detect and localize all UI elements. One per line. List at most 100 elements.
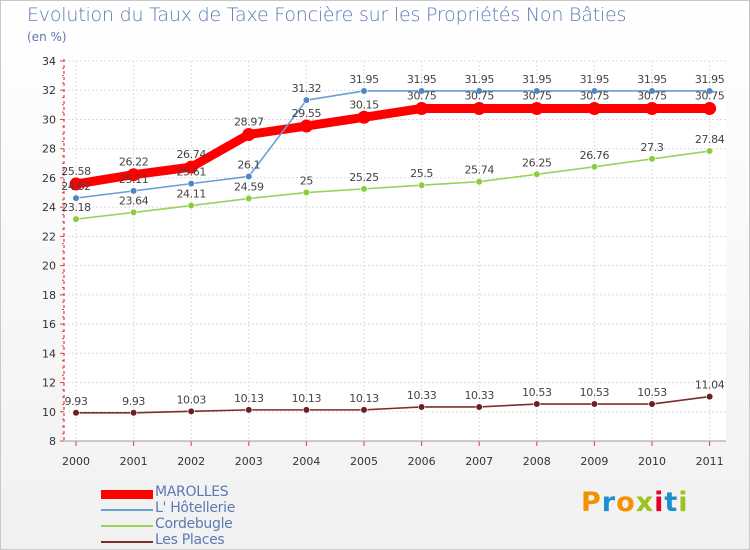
data-point xyxy=(360,87,368,95)
data-label: 25.58 xyxy=(61,165,91,178)
data-point xyxy=(302,96,311,104)
data-point xyxy=(299,119,313,133)
legend-swatch xyxy=(101,525,153,527)
y-tick-label: 20 xyxy=(42,260,56,273)
data-point xyxy=(127,168,141,182)
data-label: 11.04 xyxy=(695,379,725,392)
data-point xyxy=(72,215,80,223)
x-tick-label: 2011 xyxy=(696,455,724,468)
data-point xyxy=(590,87,599,95)
y-tick-label: 10 xyxy=(42,406,56,419)
data-label: 10.33 xyxy=(464,389,494,402)
x-tick-label: 2003 xyxy=(235,455,263,468)
data-label: 10.13 xyxy=(292,392,322,405)
data-point xyxy=(418,87,426,95)
data-label: 30.75 xyxy=(695,90,725,103)
y-tick-label: 34 xyxy=(42,55,56,68)
data-label: 25 xyxy=(300,175,314,188)
x-tick-label: 2007 xyxy=(465,455,493,468)
logo-letter: x xyxy=(635,487,655,518)
plot-area xyxy=(64,61,726,441)
legend-label: Cordebugle xyxy=(155,516,233,532)
data-point xyxy=(475,87,483,95)
chart-title: Evolution du Taux de Taxe Foncière sur l… xyxy=(27,4,627,26)
data-point xyxy=(187,180,195,188)
data-point xyxy=(705,147,714,155)
logo-letter: i xyxy=(654,487,665,518)
proxiti-logo: Proxiti xyxy=(581,487,689,518)
data-point xyxy=(705,392,714,401)
series-line xyxy=(75,150,711,220)
logo-letter: r xyxy=(601,487,617,518)
data-labels: 25.58 26.22 26.74 28.97 29.55 30.15 30.75 30.75… xyxy=(61,73,725,408)
data-point xyxy=(475,403,483,411)
data-label: 30.75 xyxy=(407,90,437,103)
x-tick-label: 2001 xyxy=(120,455,148,468)
y-tick-label: 14 xyxy=(42,347,56,360)
data-label: 25.61 xyxy=(176,166,206,179)
x-tick-label: 2005 xyxy=(350,455,378,468)
data-point xyxy=(533,87,541,95)
data-point xyxy=(533,400,541,408)
y-tick-label: 8 xyxy=(49,435,56,448)
data-label: 25.74 xyxy=(464,164,494,177)
axes: 8 10 12 14 16 18 20 22 24 26 28 30 32 34 2000 2001 2002 2… xyxy=(42,55,726,468)
data-label: 28.97 xyxy=(234,116,264,129)
legend-swatch xyxy=(101,541,153,543)
data-point xyxy=(418,403,426,411)
x-tick-label: 2002 xyxy=(177,455,205,468)
data-point xyxy=(645,102,659,115)
legend-label: Les Places xyxy=(155,532,225,548)
data-label: 24.11 xyxy=(176,188,206,201)
data-point xyxy=(705,87,714,95)
y-axis-unit: (en %) xyxy=(27,30,67,44)
data-label: 10.53 xyxy=(580,386,610,399)
data-point xyxy=(245,194,253,203)
y-tick-label: 22 xyxy=(42,230,56,243)
data-label: 31.95 xyxy=(464,73,494,86)
logo-letter: t xyxy=(664,487,679,518)
data-label: 24.59 xyxy=(234,181,264,194)
logo-letter: o xyxy=(616,487,636,518)
y-tick-label: 32 xyxy=(42,84,56,97)
data-label: 25.25 xyxy=(349,171,379,184)
y-tick-label: 28 xyxy=(42,143,56,156)
data-label: 30.75 xyxy=(464,90,494,103)
data-point xyxy=(472,102,486,115)
data-label: 29.55 xyxy=(292,107,322,120)
data-point xyxy=(590,163,599,171)
legend-swatch xyxy=(101,489,153,499)
data-label: 10.33 xyxy=(407,389,437,402)
logo-letter: i xyxy=(678,487,689,518)
data-point xyxy=(72,194,80,202)
y-tick-label: 16 xyxy=(42,318,56,331)
data-label: 23.18 xyxy=(61,201,91,214)
data-point xyxy=(184,160,198,174)
data-point xyxy=(703,102,717,115)
data-label: 25.5 xyxy=(410,167,433,180)
data-point xyxy=(648,155,656,163)
data-point xyxy=(648,87,656,95)
data-point xyxy=(130,208,138,217)
data-label: 27.84 xyxy=(695,133,725,146)
data-label: 30.75 xyxy=(580,90,610,103)
data-point xyxy=(360,185,368,193)
data-point xyxy=(357,110,371,124)
data-point xyxy=(187,407,195,415)
x-tick-label: 2008 xyxy=(523,455,551,468)
data-label: 10.53 xyxy=(637,386,667,399)
y-tick-label: 30 xyxy=(42,113,56,126)
data-label: 30.75 xyxy=(637,90,667,103)
data-point xyxy=(415,102,429,115)
series-line xyxy=(71,104,715,189)
series-line xyxy=(75,395,711,414)
data-point xyxy=(648,400,656,408)
x-tick-label: 2004 xyxy=(292,455,320,468)
data-label: 9.93 xyxy=(65,395,88,408)
y-tick-label: 24 xyxy=(42,201,56,214)
data-point xyxy=(302,406,311,414)
data-point xyxy=(533,170,541,178)
data-label: 26.25 xyxy=(522,156,552,169)
